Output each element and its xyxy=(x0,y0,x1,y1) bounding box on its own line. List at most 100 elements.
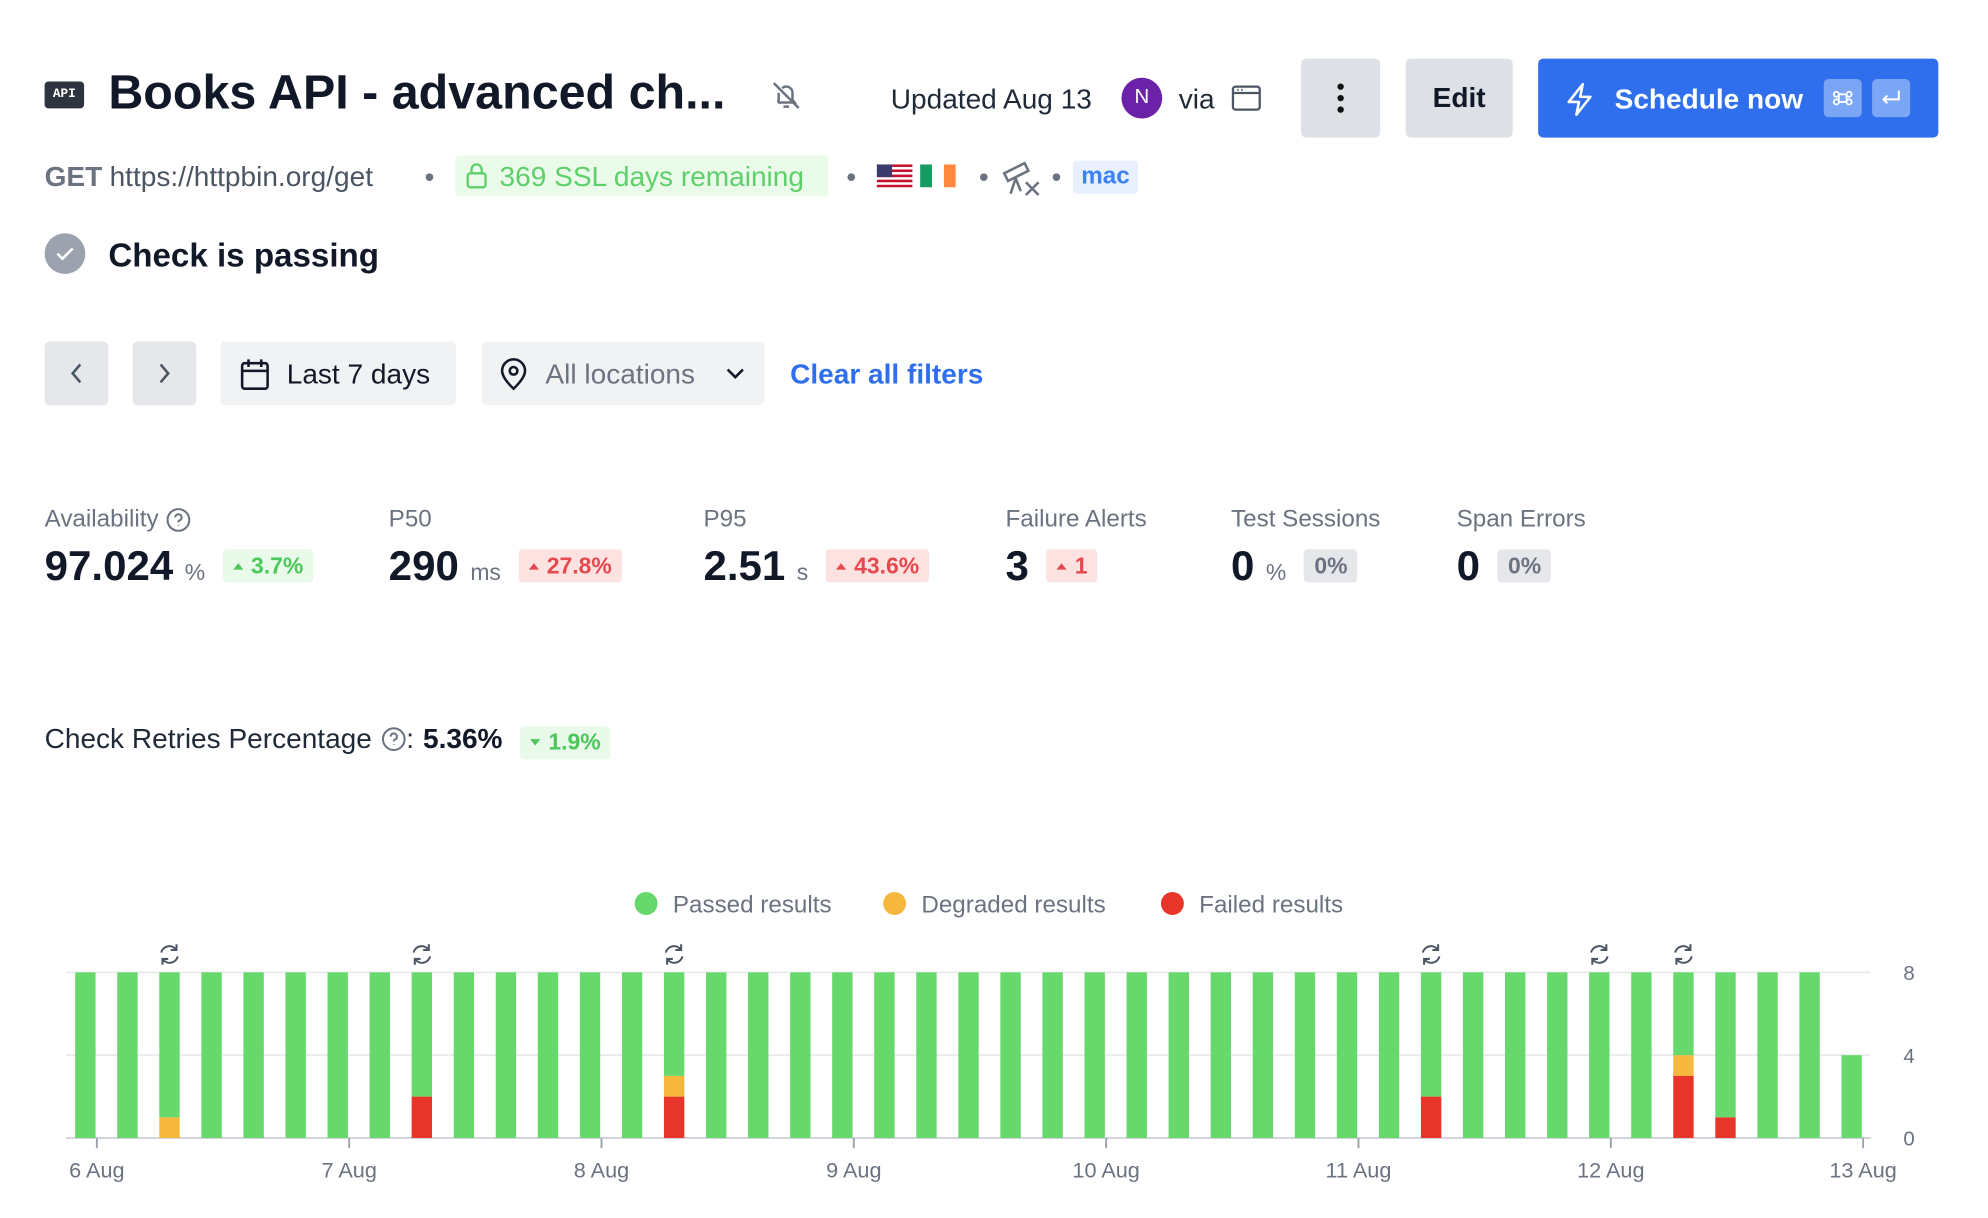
bar-segment xyxy=(1715,1117,1736,1139)
trend-arrow xyxy=(233,562,244,570)
x-tick-label: 6 Aug xyxy=(69,1158,124,1183)
metric-label: P50 xyxy=(388,505,432,533)
bar-segment xyxy=(1462,972,1484,1139)
metric-value: 2.51 xyxy=(703,541,786,589)
calendar-icon xyxy=(240,359,269,390)
bar-segment xyxy=(495,972,517,1139)
change-value: 1 xyxy=(1074,552,1088,578)
x-tick-label: 13 Aug xyxy=(1829,1158,1896,1183)
bar-segment xyxy=(327,972,348,1139)
bar-segment xyxy=(201,972,222,1139)
range-filter[interactable]: Last 7 days xyxy=(220,341,457,406)
schedule-button[interactable]: Schedule now xyxy=(1538,58,1939,138)
more-icon xyxy=(1337,83,1344,113)
bar-segment xyxy=(916,972,937,1139)
bar-segment xyxy=(1673,972,1694,1056)
metric-label-row: Availability xyxy=(45,506,314,534)
x-tick-label: 10 Aug xyxy=(1072,1158,1139,1183)
retry-arc xyxy=(160,945,179,964)
tag[interactable]: mac xyxy=(1073,160,1139,194)
api-badge: API xyxy=(44,81,85,109)
mute-icon[interactable] xyxy=(770,79,803,112)
bar-segment xyxy=(75,972,96,1139)
bar-segment xyxy=(663,1096,685,1139)
retry-icon xyxy=(664,944,684,965)
more-button[interactable] xyxy=(1301,58,1381,138)
metric-label-row: P95 xyxy=(703,506,929,534)
trend-arrow xyxy=(528,562,540,570)
help-icon[interactable] xyxy=(166,507,191,532)
legend-label: Degraded results xyxy=(921,891,1105,918)
retry-head xyxy=(666,944,683,965)
metric-value: 0 xyxy=(1231,541,1255,589)
schedule-label: Schedule now xyxy=(1614,82,1804,115)
trend-arrow xyxy=(1056,562,1068,570)
bar-segment xyxy=(1168,972,1189,1139)
y-tick-label: 4 xyxy=(1903,1046,1914,1068)
edit-button[interactable]: Edit xyxy=(1405,58,1513,138)
retries-value: 5.36% xyxy=(422,722,503,755)
retry-icon xyxy=(1421,944,1441,965)
metric-label: P95 xyxy=(703,505,747,533)
bar-segment xyxy=(117,972,138,1139)
bar-segment xyxy=(1420,972,1442,1097)
change-value: 3.7% xyxy=(250,552,304,578)
x-tick-label: 8 Aug xyxy=(574,1158,629,1183)
status-text: Check is passing xyxy=(108,235,380,274)
separator-dot xyxy=(847,173,856,181)
bar-segment xyxy=(1757,972,1778,1139)
lock-icon xyxy=(466,163,487,189)
bar-segment xyxy=(1673,1075,1694,1139)
change-badge: 27.8% xyxy=(518,549,623,583)
clear-filters[interactable]: Clear all filters xyxy=(790,358,984,390)
retry-icon xyxy=(412,944,432,965)
flag-ie xyxy=(920,164,956,188)
retry-icon xyxy=(1590,944,1609,965)
change-value: 27.8% xyxy=(546,552,612,578)
enter-key xyxy=(1872,79,1911,118)
chevron-down xyxy=(726,368,744,380)
bar-segment xyxy=(159,1117,180,1139)
metric-value-row: 2.51 s 43.6% xyxy=(703,541,930,590)
bar-segment xyxy=(411,972,433,1097)
bar-segment xyxy=(832,972,853,1139)
bar-segment xyxy=(159,972,180,1118)
retries-label: Check Retries Percentage xyxy=(44,722,372,755)
bar-segment xyxy=(411,1096,433,1139)
prev-button[interactable] xyxy=(44,341,109,406)
metric-value-row: 97.024% 3.7% xyxy=(45,542,314,590)
bar-segment xyxy=(1252,972,1274,1139)
metric-unit: s xyxy=(796,559,809,585)
change-badge: 3.7% xyxy=(222,549,314,583)
change-value: 0% xyxy=(1314,552,1348,578)
change-value: 1.9% xyxy=(548,728,601,755)
metric-label: Availability xyxy=(44,505,159,533)
location-filter[interactable]: All locations xyxy=(481,341,765,406)
pin-icon xyxy=(500,358,527,391)
bar-segment xyxy=(705,972,727,1139)
bar-segment xyxy=(1336,972,1358,1139)
ssl-text: 369 SSL days remaining xyxy=(499,160,804,193)
metric-value: 97.024 xyxy=(44,541,174,589)
change-badge: 0% xyxy=(1304,549,1358,583)
retry-head xyxy=(1591,944,1608,965)
avatar[interactable]: N xyxy=(1121,77,1163,119)
retries-change: 1.9% xyxy=(520,720,611,759)
x-tick-label: 7 Aug xyxy=(321,1158,376,1183)
bar-segment xyxy=(579,972,601,1139)
separator-dot xyxy=(1052,173,1061,181)
metric: P95 2.51 s 43.6% xyxy=(703,506,930,590)
metric-label: Failure Alerts xyxy=(1005,505,1147,533)
help-icon[interactable] xyxy=(381,727,406,752)
y-tick-label: 0 xyxy=(1903,1129,1914,1151)
bar-segment xyxy=(1210,972,1232,1139)
next-button[interactable] xyxy=(132,341,197,406)
change-badge: 1.9% xyxy=(520,725,611,759)
via-text: via xyxy=(1178,82,1215,115)
change-badge: 43.6% xyxy=(826,549,930,583)
flag-us xyxy=(876,164,913,188)
legend-label: Failed results xyxy=(1199,891,1343,918)
